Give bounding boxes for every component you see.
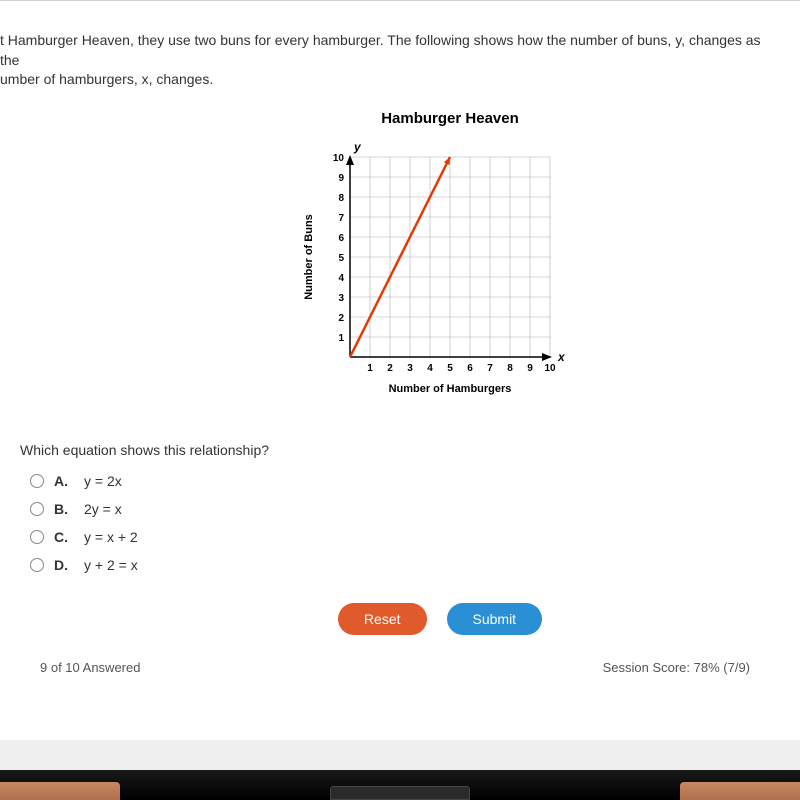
options-list: A. y = 2x B. 2y = x C. y = x + 2 D. y + … <box>30 473 780 573</box>
svg-text:5: 5 <box>447 363 453 374</box>
chart-title: Hamburger Heaven <box>120 110 780 127</box>
option-letter-d: D. <box>54 557 72 573</box>
svg-text:8: 8 <box>507 363 513 374</box>
option-b[interactable]: B. 2y = x <box>30 501 780 517</box>
problem-line1: t Hamburger Heaven, they use two buns fo… <box>0 31 780 70</box>
option-text-a: y = 2x <box>84 473 122 489</box>
radio-d[interactable] <box>30 558 44 572</box>
svg-text:1: 1 <box>367 363 373 374</box>
svg-text:Number of Hamburgers: Number of Hamburgers <box>389 383 512 395</box>
svg-text:x: x <box>557 350 566 364</box>
radio-c[interactable] <box>30 530 44 544</box>
option-text-b: 2y = x <box>84 501 122 517</box>
svg-text:1: 1 <box>338 333 344 344</box>
score-text: Session Score: 78% (7/9) <box>603 660 750 675</box>
laptop-hinge <box>330 786 470 800</box>
problem-line2: umber of hamburgers, x, changes. <box>0 70 780 90</box>
option-c[interactable]: C. y = x + 2 <box>30 529 780 545</box>
laptop-edge-left <box>0 782 120 800</box>
option-letter-a: A. <box>54 473 72 489</box>
progress-text: 9 of 10 Answered <box>40 660 140 675</box>
svg-text:Number of Buns: Number of Buns <box>303 214 315 300</box>
chart-container: y x 1 2 3 4 5 6 7 8 9 10 1 2 3 4 5 6 7 8 9 10 Number of Hambur… <box>80 137 780 417</box>
svg-text:6: 6 <box>338 233 344 244</box>
svg-text:7: 7 <box>487 363 493 374</box>
svg-text:y: y <box>353 140 362 154</box>
laptop-edge-right <box>680 782 800 800</box>
svg-text:10: 10 <box>544 363 556 374</box>
question-text: Which equation shows this relationship? <box>20 442 780 458</box>
option-text-d: y + 2 = x <box>84 557 138 573</box>
option-letter-c: C. <box>54 529 72 545</box>
submit-button[interactable]: Submit <box>447 603 543 635</box>
option-text-c: y = x + 2 <box>84 529 138 545</box>
svg-text:4: 4 <box>338 273 344 284</box>
radio-a[interactable] <box>30 474 44 488</box>
button-row: Reset Submit <box>100 603 780 635</box>
chart-svg: y x 1 2 3 4 5 6 7 8 9 10 1 2 3 4 5 6 7 8 9 10 Number of Hambur… <box>280 137 580 417</box>
svg-text:8: 8 <box>338 193 344 204</box>
svg-text:10: 10 <box>333 153 345 164</box>
problem-statement: t Hamburger Heaven, they use two buns fo… <box>0 31 780 90</box>
svg-text:3: 3 <box>338 293 344 304</box>
svg-text:7: 7 <box>338 213 344 224</box>
svg-text:2: 2 <box>338 313 344 324</box>
svg-text:9: 9 <box>527 363 533 374</box>
svg-text:9: 9 <box>338 173 344 184</box>
svg-text:2: 2 <box>387 363 393 374</box>
option-d[interactable]: D. y + 2 = x <box>30 557 780 573</box>
option-a[interactable]: A. y = 2x <box>30 473 780 489</box>
option-letter-b: B. <box>54 501 72 517</box>
svg-text:3: 3 <box>407 363 413 374</box>
svg-text:5: 5 <box>338 253 344 264</box>
svg-text:6: 6 <box>467 363 473 374</box>
svg-text:4: 4 <box>427 363 433 374</box>
footer: 9 of 10 Answered Session Score: 78% (7/9… <box>0 635 780 675</box>
radio-b[interactable] <box>30 502 44 516</box>
reset-button[interactable]: Reset <box>338 603 427 635</box>
